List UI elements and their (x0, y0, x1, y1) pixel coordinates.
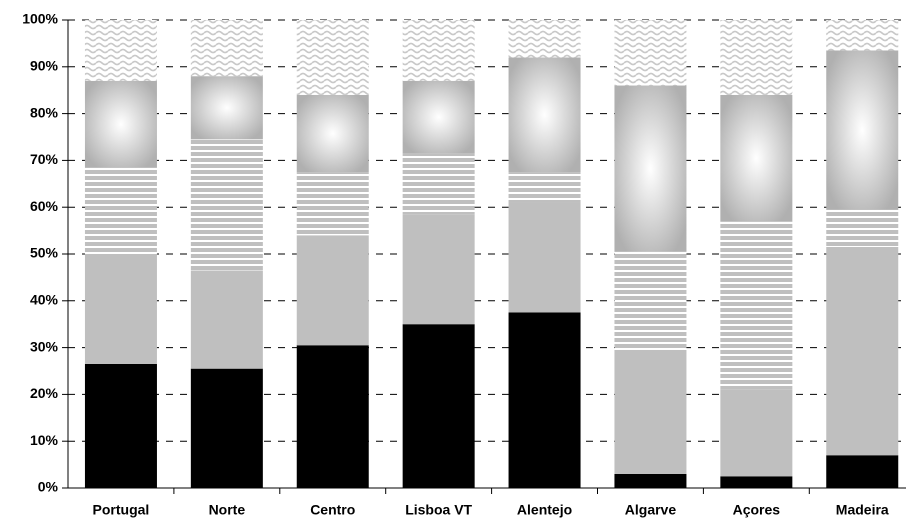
bar-segment (720, 20, 793, 95)
y-tick-label: 0% (38, 479, 59, 495)
x-tick-label: Açores (733, 502, 781, 518)
bar-segment (826, 246, 899, 456)
bar-segment (296, 235, 369, 346)
bar-segment (296, 94, 369, 173)
bar-segment (614, 349, 687, 474)
bar-segment (190, 270, 263, 369)
bar-segment (826, 50, 899, 210)
x-tick-label: Madeira (836, 502, 889, 518)
y-tick-label: 70% (30, 151, 59, 167)
bar-segment (402, 80, 475, 154)
bar-segment (190, 139, 263, 271)
bar-segment (296, 345, 369, 488)
bar-segment (720, 389, 793, 477)
bar-segment (190, 76, 263, 140)
bar-segment (296, 20, 369, 95)
bar-segment (720, 221, 793, 390)
bar-segment (402, 153, 475, 215)
y-tick-label: 10% (30, 432, 59, 448)
y-tick-label: 20% (30, 385, 59, 401)
bar-segment (84, 167, 157, 254)
bar-segment (84, 20, 157, 81)
bar-segment (402, 324, 475, 488)
bar-segment (508, 172, 581, 203)
x-tick-label: Lisboa VT (405, 502, 472, 518)
bar-segment (508, 57, 581, 173)
bar-segment (826, 209, 899, 247)
x-tick-label: Alentejo (517, 502, 572, 518)
y-tick-label: 60% (30, 198, 59, 214)
y-tick-label: 80% (30, 104, 59, 120)
bar-segment (614, 251, 687, 350)
bar-segment (720, 94, 793, 222)
bar-segment (826, 455, 899, 488)
bar-segment (84, 254, 157, 364)
x-tick-label: Norte (209, 502, 246, 518)
y-tick-label: 90% (30, 58, 59, 74)
x-tick-label: Centro (310, 502, 355, 518)
bar-segment (84, 80, 157, 168)
bar-segment (720, 476, 793, 488)
y-tick-label: 100% (22, 11, 58, 27)
bar-segment (296, 172, 369, 236)
x-tick-label: Portugal (93, 502, 150, 518)
bar-segment (190, 368, 263, 488)
bar-segment (508, 312, 581, 488)
bar-segment (190, 20, 263, 77)
bar-segment (402, 20, 475, 81)
y-tick-label: 30% (30, 338, 59, 354)
y-tick-label: 40% (30, 292, 59, 308)
bar-segment (614, 473, 687, 488)
y-tick-label: 50% (30, 245, 59, 261)
bar-segment (402, 214, 475, 325)
bar-segment (508, 20, 581, 58)
bar-segment (826, 20, 899, 51)
bar-segment (508, 202, 581, 313)
bar-segment (614, 85, 687, 252)
bar-segment (84, 363, 157, 488)
x-tick-label: Algarve (625, 502, 677, 518)
bar-segment (614, 20, 687, 86)
